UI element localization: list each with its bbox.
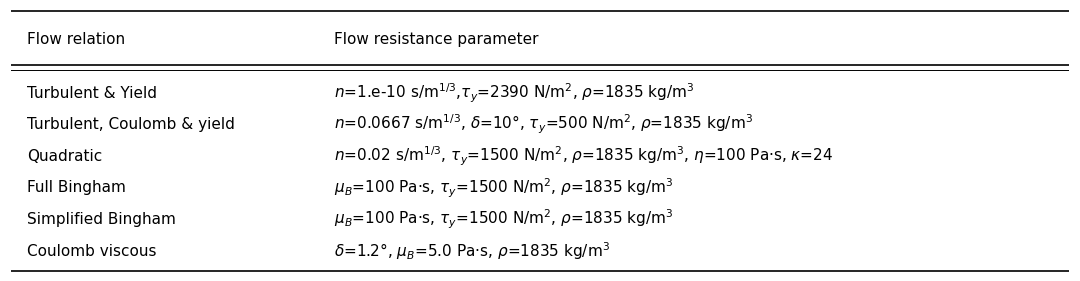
Text: $\mu$$_B$=100 Pa·s, $\tau$$_y$=1500 N/m$^2$, $\rho$=1835 kg/m$^3$: $\mu$$_B$=100 Pa·s, $\tau$$_y$=1500 N/m$… <box>334 208 673 231</box>
Text: $\mu$$_B$=100 Pa·s, $\tau$$_y$=1500 N/m$^2$, $\rho$=1835 kg/m$^3$: $\mu$$_B$=100 Pa·s, $\tau$$_y$=1500 N/m$… <box>334 176 673 200</box>
Text: Full Bingham: Full Bingham <box>27 180 125 195</box>
Text: Turbulent, Coulomb & yield: Turbulent, Coulomb & yield <box>27 117 234 132</box>
Text: Flow resistance parameter: Flow resistance parameter <box>334 33 538 47</box>
Text: $n$=0.02 s/m$^{1/3}$, $\tau$$_y$=1500 N/m$^2$, $\rho$=1835 kg/m$^3$, $\eta$=100 : $n$=0.02 s/m$^{1/3}$, $\tau$$_y$=1500 N/… <box>334 145 833 168</box>
Text: Turbulent & Yield: Turbulent & Yield <box>27 86 157 101</box>
Text: $\delta$=1.2°, $\mu$$_B$=5.0 Pa·s, $\rho$=1835 kg/m$^3$: $\delta$=1.2°, $\mu$$_B$=5.0 Pa·s, $\rho… <box>334 240 609 262</box>
Text: Quadratic: Quadratic <box>27 149 102 164</box>
Text: Simplified Bingham: Simplified Bingham <box>27 212 176 227</box>
Text: Coulomb viscous: Coulomb viscous <box>27 244 157 259</box>
Text: $n$=1.e-10 s/m$^{1/3}$,$\tau$$_y$=2390 N/m$^2$, $\rho$=1835 kg/m$^3$: $n$=1.e-10 s/m$^{1/3}$,$\tau$$_y$=2390 N… <box>334 81 694 105</box>
Text: Flow relation: Flow relation <box>27 33 125 47</box>
Text: $n$=0.0667 s/m$^{1/3}$, $\delta$=10°, $\tau$$_y$=500 N/m$^2$, $\rho$=1835 kg/m$^: $n$=0.0667 s/m$^{1/3}$, $\delta$=10°, $\… <box>334 113 753 136</box>
